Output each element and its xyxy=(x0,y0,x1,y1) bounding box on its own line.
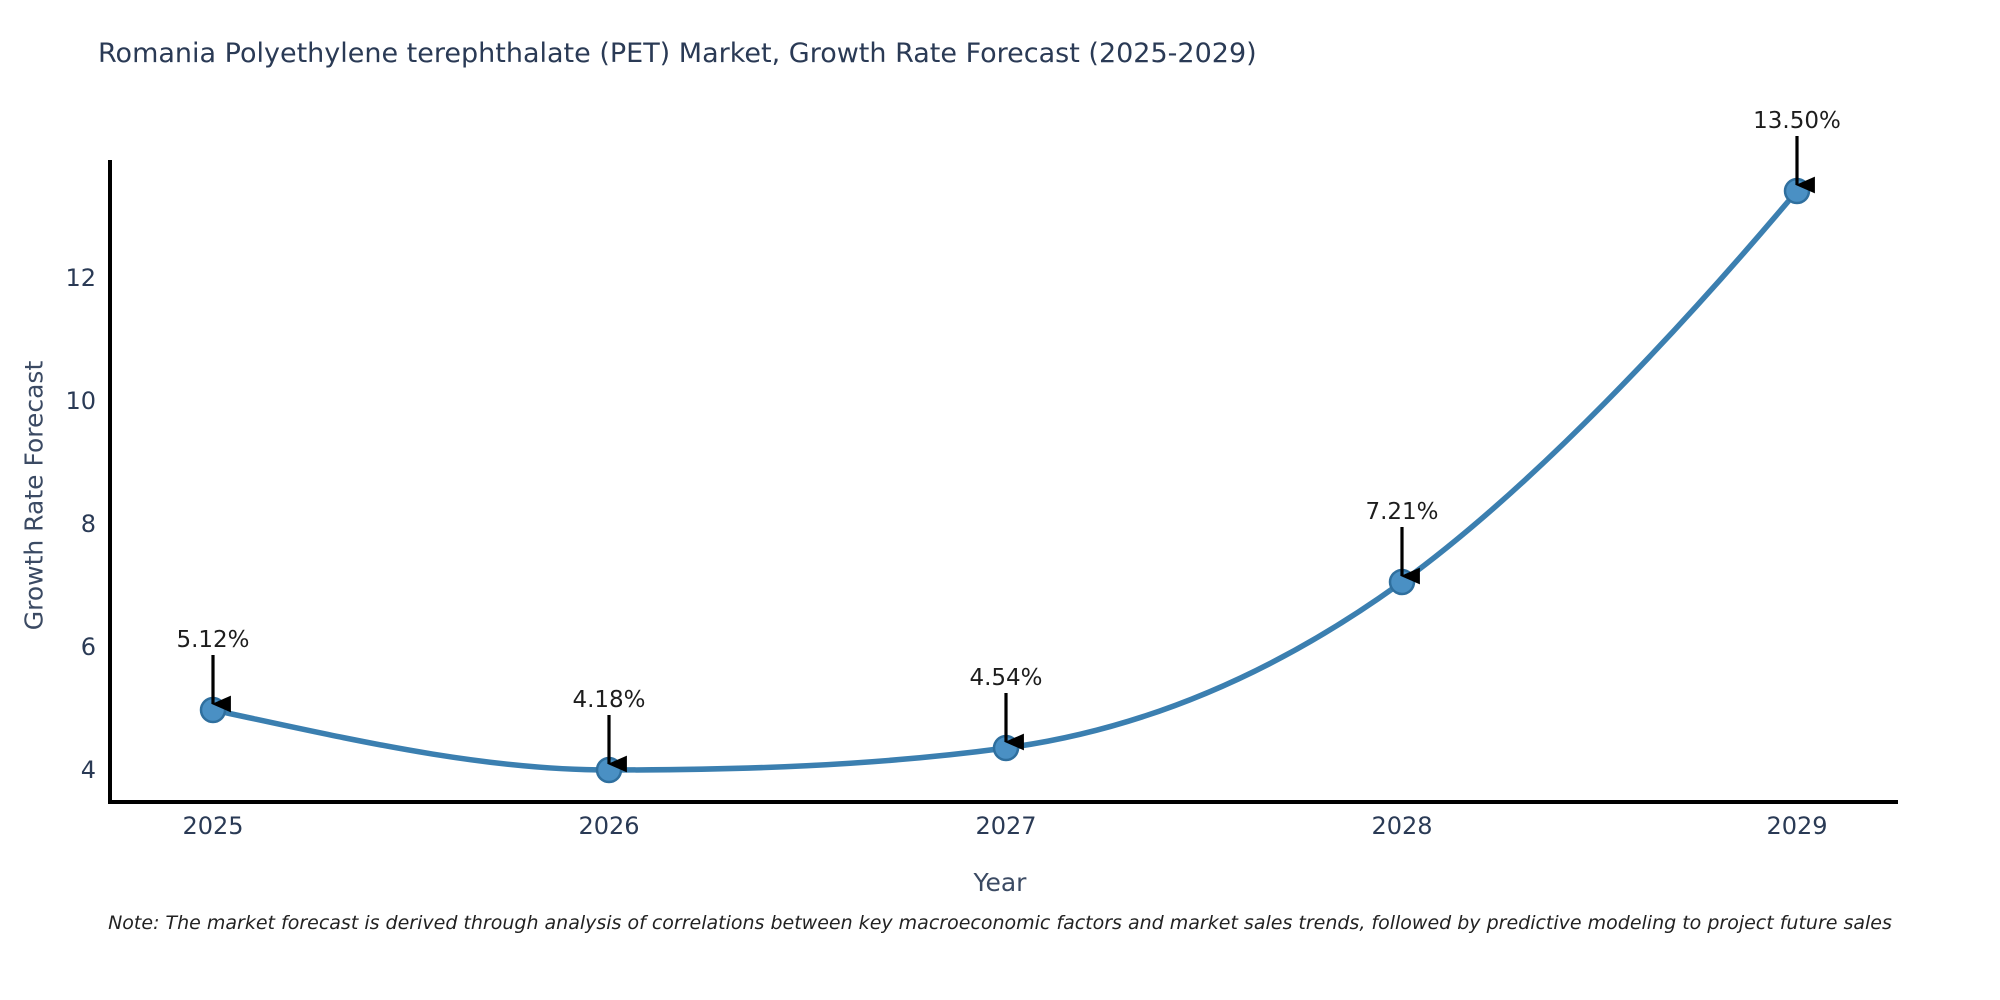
y-tick-label-10: 10 xyxy=(65,387,96,415)
y-tick-label-4: 4 xyxy=(80,756,96,784)
point-label-2029: 13.50% xyxy=(1753,108,1841,134)
x-axis-label: Year xyxy=(0,868,2000,897)
point-label-2027: 4.54% xyxy=(969,665,1043,691)
x-tick-label-2027: 2027 xyxy=(975,812,1037,840)
y-tick-label-8: 8 xyxy=(80,510,96,538)
x-tick-label-2028: 2028 xyxy=(1371,812,1433,840)
x-tick-label-2025: 2025 xyxy=(182,812,244,840)
x-axis-label-text: Year xyxy=(973,868,1027,897)
chart-note: Note: The market forecast is derived thr… xyxy=(108,912,1892,934)
y-tick-label-12: 12 xyxy=(65,264,96,292)
point-label-2025: 5.12% xyxy=(176,627,250,653)
x-tick-label-2026: 2026 xyxy=(578,812,640,840)
series-line-growth-rate xyxy=(210,188,1800,773)
point-label-2028: 7.21% xyxy=(1365,499,1439,525)
x-tick-label-2029: 2029 xyxy=(1766,812,1828,840)
chart-title: Romania Polyethylene terephthalate (PET)… xyxy=(98,38,1257,69)
point-label-2026: 4.18% xyxy=(572,687,646,713)
y-tick-label-6: 6 xyxy=(80,633,96,661)
